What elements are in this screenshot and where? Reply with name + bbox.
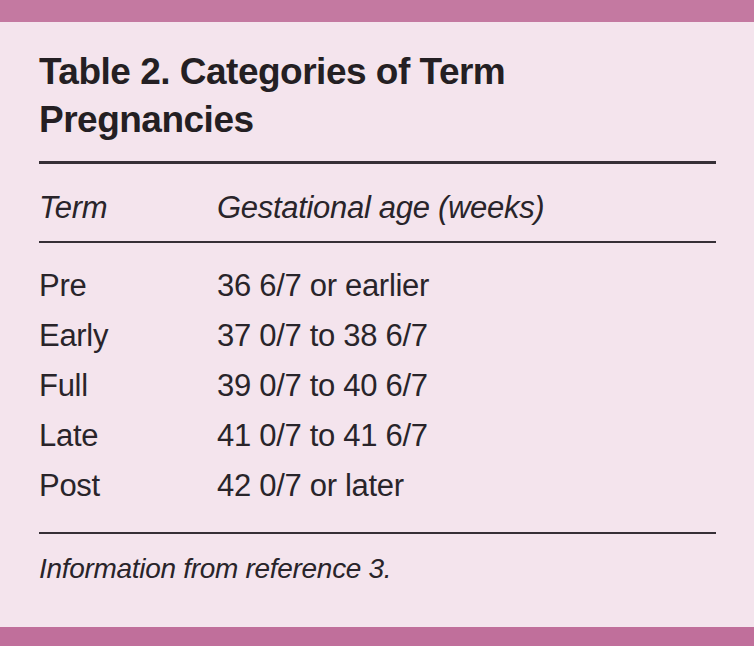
table-title: Table 2. Categories of Term Pregnancies (39, 48, 716, 144)
table-row: Early 37 0/7 to 38 6/7 (39, 311, 716, 361)
term-cell: Pre (39, 261, 217, 311)
table-card: Table 2. Categories of Term Pregnancies … (39, 22, 716, 586)
table-row: Late 41 0/7 to 41 6/7 (39, 411, 716, 461)
table-row: Pre 36 6/7 or earlier (39, 261, 716, 311)
term-cell: Early (39, 311, 217, 361)
title-divider (39, 161, 716, 164)
term-cell: Late (39, 411, 217, 461)
header-divider (39, 241, 716, 243)
gestational-age-cell: 42 0/7 or later (217, 461, 716, 511)
top-accent-bar (0, 0, 754, 22)
table-row: Post 42 0/7 or later (39, 461, 716, 511)
column-header-gestational-age: Gestational age (weeks) (217, 188, 716, 228)
gestational-age-cell: 36 6/7 or earlier (217, 261, 716, 311)
table-footnote: Information from reference 3. (39, 552, 716, 586)
term-cell: Full (39, 361, 217, 411)
table-row: Full 39 0/7 to 40 6/7 (39, 361, 716, 411)
gestational-age-cell: 39 0/7 to 40 6/7 (217, 361, 716, 411)
gestational-age-cell: 37 0/7 to 38 6/7 (217, 311, 716, 361)
table-header-row: Term Gestational age (weeks) (39, 188, 716, 228)
footer-divider (39, 532, 716, 534)
gestational-age-cell: 41 0/7 to 41 6/7 (217, 411, 716, 461)
column-header-term: Term (39, 188, 217, 228)
bottom-accent-bar (0, 627, 754, 646)
term-cell: Post (39, 461, 217, 511)
table-body: Pre 36 6/7 or earlier Early 37 0/7 to 38… (39, 261, 716, 511)
